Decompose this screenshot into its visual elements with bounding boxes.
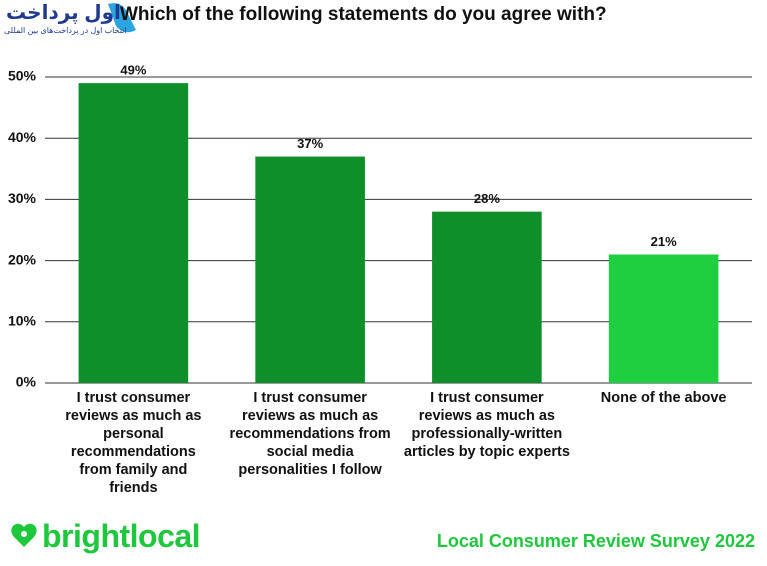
chart-title: Which of the following statements do you… [120,4,607,25]
brand-icon-dot [21,531,27,537]
value-label: 28% [474,191,500,206]
value-label: 49% [120,63,146,78]
watermark-subtitle: انتخاب اول در پرداخت‌های بین المللی [4,26,127,35]
x-tick-label: I trust consumer reviews as much as prof… [403,390,570,460]
bar [608,254,719,383]
footer-text: Local Consumer Review Survey 2022 [436,531,755,551]
x-tick-label: I trust consumer reviews as much as reco… [229,390,391,478]
x-tick-label: I trust consumer reviews as much as pers… [65,390,202,496]
x-tick-label: None of the above [600,390,727,406]
y-tick-label: 0% [16,374,37,390]
bar [78,83,189,384]
bar [432,211,542,383]
y-tick-label: 50% [8,68,37,84]
brand-logo: brightlocal [42,518,201,554]
value-label: 37% [297,136,323,151]
y-tick-label: 20% [8,251,37,267]
y-tick-label: 30% [8,190,37,206]
bar [255,156,365,383]
value-label: 21% [651,234,677,249]
y-tick-label: 40% [8,129,37,145]
y-tick-label: 10% [8,313,37,329]
watermark-logo [108,3,136,33]
watermark-title: اول پرداخت [6,2,121,24]
